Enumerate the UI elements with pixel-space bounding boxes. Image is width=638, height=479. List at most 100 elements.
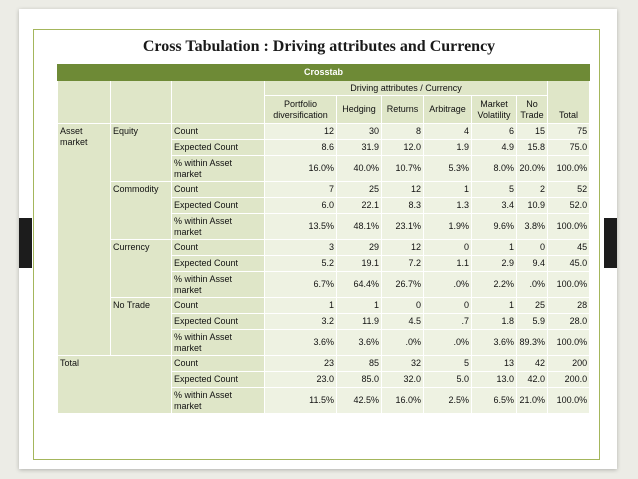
table-row: Expected Count 5.2 19.1 7.2 1.1 2.9 9.4 45.0 bbox=[58, 255, 591, 272]
table-row: Total Count 23 85 32 5 13 42 200 bbox=[57, 355, 591, 414]
table-cell: 25 bbox=[516, 297, 548, 314]
table-row: % within Asset market 6.7% 64.4% 26.7% .0% 2.… bbox=[58, 271, 591, 298]
table-row: Expected Count 23.0 85.0 32.0 5.0 13.0 42.0 200… bbox=[58, 371, 591, 388]
table-cell: 0 bbox=[423, 297, 472, 314]
table-cell: 1 bbox=[471, 297, 517, 314]
table-cell: 52.0 bbox=[546, 197, 591, 214]
table-cell: 15 bbox=[516, 123, 548, 140]
crosstab-table-wrap: Crosstab Driving attributes / Currency T… bbox=[56, 64, 591, 414]
slide-title: Cross Tabulation : Driving attributes an… bbox=[142, 38, 496, 55]
table-cell: 26.7% bbox=[381, 271, 424, 298]
column-header: No Trade bbox=[516, 95, 548, 124]
table-cell: 22.1 bbox=[336, 197, 382, 214]
header-blank-1 bbox=[57, 80, 111, 124]
table-cell: 3.8% bbox=[516, 213, 548, 240]
table-cell: 7.2 bbox=[381, 255, 424, 272]
table-cell: 3.6% bbox=[336, 329, 382, 356]
table-cell: 1.8 bbox=[471, 313, 517, 330]
stat-label: Count bbox=[171, 181, 265, 198]
table-cell: 3.6% bbox=[471, 329, 517, 356]
row-variable-label: Asset market bbox=[57, 123, 111, 356]
table-cell: 10.9 bbox=[516, 197, 548, 214]
table-row: % within Asset market 16.0% 40.0% 10.7% 5.3%… bbox=[58, 155, 591, 182]
table-cell: 200 bbox=[546, 355, 591, 372]
row-group-label: Currency bbox=[110, 239, 172, 298]
table-cell: 8.0% bbox=[471, 155, 517, 182]
table-cell: 32.0 bbox=[381, 371, 424, 388]
stat-label: Count bbox=[171, 297, 265, 314]
table-row: Currency Count 3 29 12 0 1 0 45 bbox=[58, 239, 591, 298]
header-blank-2 bbox=[110, 80, 172, 124]
stat-label: % within Asset market bbox=[171, 271, 265, 298]
table-cell: 25 bbox=[336, 181, 382, 198]
table-cell: 7 bbox=[264, 181, 337, 198]
table-cell: 3.4 bbox=[471, 197, 517, 214]
table-cell: 10.7% bbox=[381, 155, 424, 182]
table-row: % within Asset market 3.6% 3.6% .0% .0% 3.6% 8… bbox=[58, 329, 591, 356]
stat-label: Count bbox=[171, 355, 265, 372]
table-cell: 100.0% bbox=[546, 387, 591, 414]
table-cell: 8.3 bbox=[381, 197, 424, 214]
stat-label: Count bbox=[171, 239, 265, 256]
table-cell: 13.0 bbox=[471, 371, 517, 388]
table-row: Commodity Count 7 25 12 1 5 2 52 bbox=[58, 181, 591, 240]
table-row: No Trade Count 1 1 0 0 1 25 28 bbox=[58, 297, 591, 356]
table-cell: 100.0% bbox=[546, 155, 591, 182]
stat-label: Count bbox=[171, 123, 265, 140]
table-cell: 5.9 bbox=[516, 313, 548, 330]
crosstab-table: Crosstab Driving attributes / Currency T… bbox=[56, 64, 591, 414]
table-cell: 15.8 bbox=[516, 139, 548, 156]
column-header: Arbitrage bbox=[423, 95, 472, 124]
row-group-label: No Trade bbox=[110, 297, 172, 356]
table-cell: 5.3% bbox=[423, 155, 472, 182]
table-cell: 29 bbox=[336, 239, 382, 256]
table-cell: 11.5% bbox=[264, 387, 337, 414]
table-cell: 16.0% bbox=[264, 155, 337, 182]
table-cell: 42.0 bbox=[516, 371, 548, 388]
stat-label: Expected Count bbox=[171, 197, 265, 214]
table-cell: 85.0 bbox=[336, 371, 382, 388]
stat-label: % within Asset market bbox=[171, 329, 265, 356]
table-row: Asset market Equity Count 12 30 8 4 6 15 75 bbox=[57, 123, 591, 356]
stat-label: % within Asset market bbox=[171, 213, 265, 240]
table-cell: .0% bbox=[516, 271, 548, 298]
table-cell: 23.1% bbox=[381, 213, 424, 240]
table-cell: 1 bbox=[336, 297, 382, 314]
row-label-total: Total bbox=[57, 355, 172, 414]
table-cell: 48.1% bbox=[336, 213, 382, 240]
crosstab-body: Crosstab Driving attributes / Currency T… bbox=[56, 64, 591, 414]
stat-label: Expected Count bbox=[171, 255, 265, 272]
table-cell: 23.0 bbox=[264, 371, 337, 388]
column-header: Hedging bbox=[336, 95, 382, 124]
table-cell: .7 bbox=[423, 313, 472, 330]
left-edge-tab bbox=[19, 218, 32, 268]
row-group-label: Equity bbox=[110, 123, 172, 182]
table-cell: 31.9 bbox=[336, 139, 382, 156]
table-row: Expected Count 6.0 22.1 8.3 1.3 3.4 10.9 52.0 bbox=[58, 197, 591, 214]
table-cell: 5 bbox=[471, 181, 517, 198]
table-cell: 100.0% bbox=[546, 213, 591, 240]
table-cell: 2.5% bbox=[423, 387, 472, 414]
table-cell: 0 bbox=[423, 239, 472, 256]
table-cell: 21.0% bbox=[516, 387, 548, 414]
right-edge-tab bbox=[604, 218, 617, 268]
table-row: % within Asset market 11.5% 42.5% 16.0% 2.5%… bbox=[58, 387, 591, 414]
table-cell: 9.4 bbox=[516, 255, 548, 272]
stat-label: Expected Count bbox=[171, 371, 265, 388]
table-row: % within Asset market 13.5% 48.1% 23.1% 1.9%… bbox=[58, 213, 591, 240]
table-cell: .0% bbox=[423, 271, 472, 298]
table-cell: 8 bbox=[381, 123, 424, 140]
table-cell: 2.2% bbox=[471, 271, 517, 298]
table-cell: 3 bbox=[264, 239, 337, 256]
table-cell: 13 bbox=[471, 355, 517, 372]
table-cell: 2.9 bbox=[471, 255, 517, 272]
table-cell: 12 bbox=[264, 123, 337, 140]
table-cell: 89.3% bbox=[516, 329, 548, 356]
table-cell: 12.0 bbox=[381, 139, 424, 156]
header-blank-3 bbox=[171, 80, 265, 124]
table-cell: 5.0 bbox=[423, 371, 472, 388]
column-header-total: Total bbox=[546, 80, 591, 124]
table-cell: 200.0 bbox=[546, 371, 591, 388]
table-cell: 4.9 bbox=[471, 139, 517, 156]
table-cell: 9.6% bbox=[471, 213, 517, 240]
